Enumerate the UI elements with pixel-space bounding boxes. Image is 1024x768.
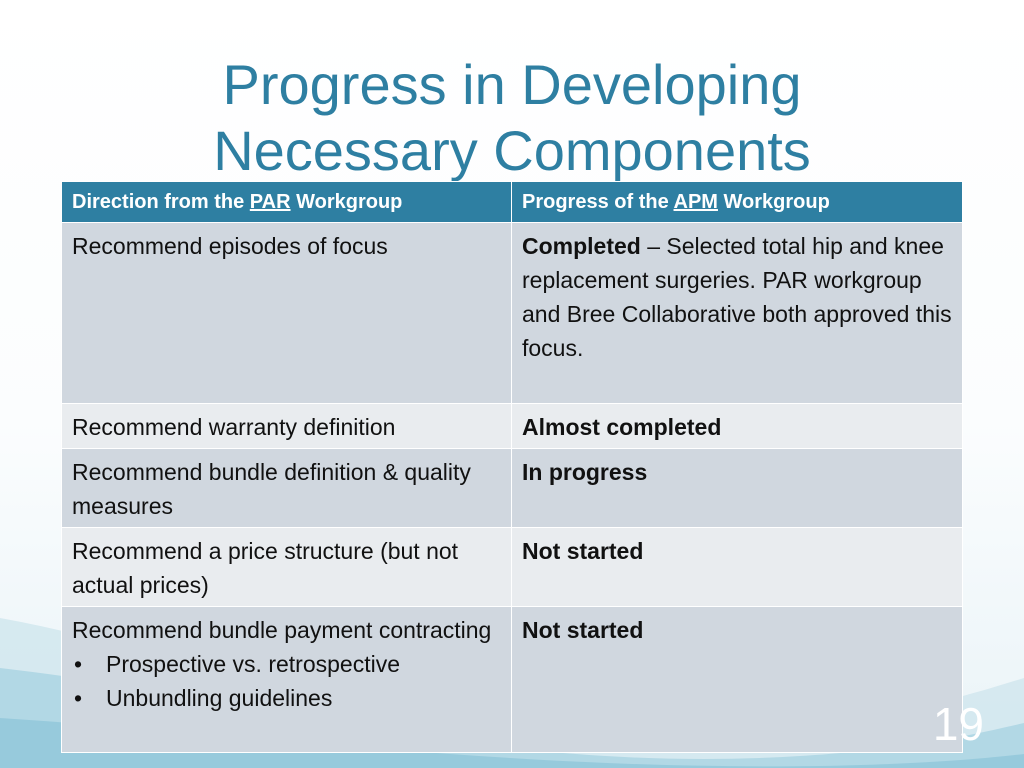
progress-cell: Not started [511, 606, 963, 753]
progress-cell: Completed – Selected total hip and knee … [511, 222, 963, 404]
direction-cell: Recommend episodes of focus [61, 222, 512, 404]
table-row: Recommend episodes of focus Completed – … [61, 222, 963, 404]
status-text: Not started [522, 617, 644, 643]
title-line-1: Progress in Developing [222, 52, 802, 116]
table-row: Recommend a price structure (but not act… [61, 527, 963, 607]
status-text: Almost completed [522, 414, 722, 440]
direction-cell: Recommend bundle definition & quality me… [61, 448, 512, 528]
title-line-2: Necessary Components [213, 118, 811, 182]
header-progress-suffix: Workgroup [717, 190, 830, 213]
header-direction-suffix: Workgroup [290, 190, 403, 213]
direction-cell: Recommend a price structure (but not act… [61, 527, 512, 607]
header-progress-prefix: Progress of the [522, 190, 674, 213]
table-header-row: Direction from the PAR Workgroup Progres… [61, 181, 963, 223]
progress-cell: Almost completed [511, 403, 963, 449]
progress-table: Direction from the PAR Workgroup Progres… [61, 181, 963, 753]
table-row: Recommend bundle definition & quality me… [61, 448, 963, 528]
header-direction-prefix: Direction from the [72, 190, 250, 213]
table-row: Recommend bundle payment contracting Pro… [61, 606, 963, 753]
apm-link[interactable]: APM [673, 190, 718, 213]
status-detail: – Selected total hip and knee replacemen… [522, 233, 952, 361]
direction-text: Recommend bundle payment contracting [72, 617, 492, 643]
status-text: Completed [522, 233, 641, 259]
direction-cell: Recommend bundle payment contracting Pro… [61, 606, 512, 753]
table-row: Recommend warranty definition Almost com… [61, 403, 963, 449]
progress-cell: Not started [511, 527, 963, 607]
direction-cell: Recommend warranty definition [61, 403, 512, 449]
bullet-item: Unbundling guidelines [72, 681, 501, 715]
status-text: In progress [522, 459, 648, 485]
bullet-list: Prospective vs. retrospective Unbundling… [72, 647, 501, 715]
progress-cell: In progress [511, 448, 963, 528]
slide-title: Progress in Developing Necessary Compone… [0, 52, 1024, 184]
status-text: Not started [522, 538, 644, 564]
par-link[interactable]: PAR [249, 190, 291, 213]
page-number: 19 [932, 698, 984, 750]
bullet-item: Prospective vs. retrospective [72, 647, 501, 681]
header-progress: Progress of the APM Workgroup [511, 181, 963, 223]
header-direction: Direction from the PAR Workgroup [61, 181, 512, 223]
